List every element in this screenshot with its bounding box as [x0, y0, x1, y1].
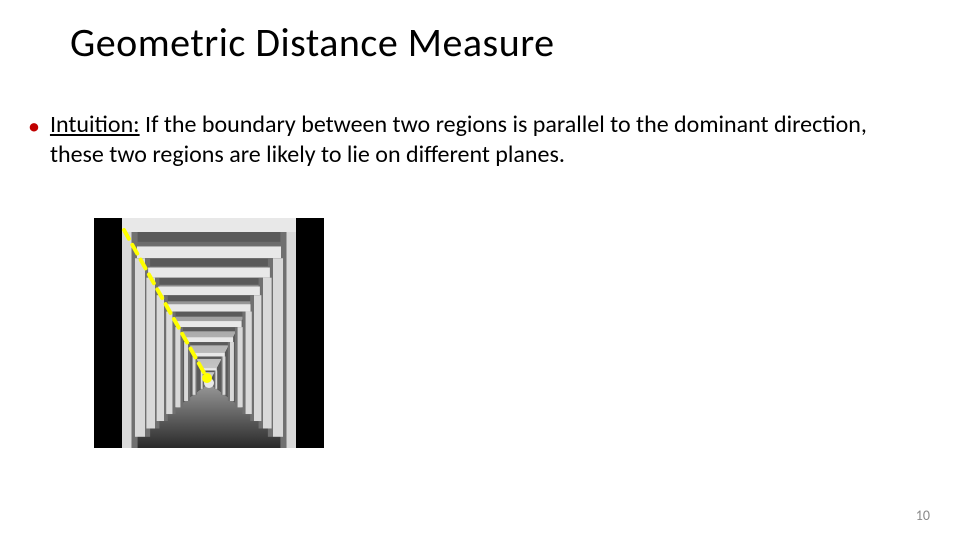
perspective-figure: [94, 218, 324, 448]
bullet-item: • Intuition: If the boundary between two…: [28, 110, 920, 170]
bullet-text: Intuition: If the boundary between two r…: [50, 110, 920, 170]
slide-title: Geometric Distance Measure: [70, 18, 555, 67]
bullet-marker-icon: •: [28, 112, 40, 142]
bullet-label-underlined: Intuition:: [50, 110, 140, 139]
page-number: 10: [916, 507, 930, 524]
bullet-label-rest: If the boundary between two regions is p…: [50, 110, 867, 169]
